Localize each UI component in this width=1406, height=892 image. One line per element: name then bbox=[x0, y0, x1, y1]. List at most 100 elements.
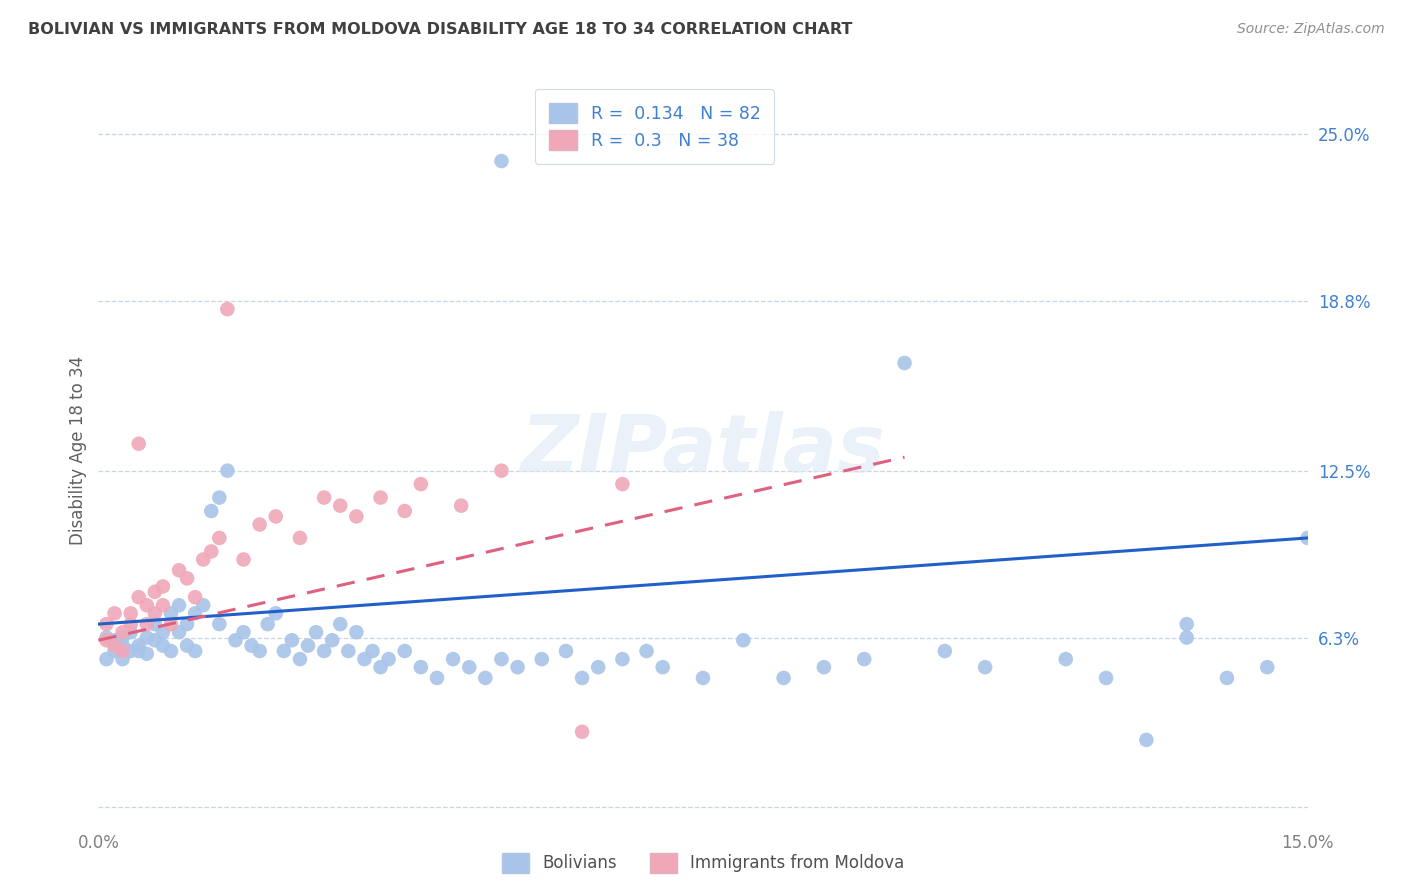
Point bbox=[167, 563, 190, 577]
Point bbox=[176, 571, 198, 585]
Point bbox=[264, 509, 287, 524]
Point bbox=[586, 660, 609, 674]
Point bbox=[193, 552, 215, 566]
Point bbox=[184, 644, 207, 658]
Point bbox=[264, 607, 287, 621]
Point bbox=[143, 607, 166, 621]
Point bbox=[1054, 652, 1077, 666]
Point bbox=[321, 633, 343, 648]
Point bbox=[1296, 531, 1319, 545]
Point bbox=[571, 671, 593, 685]
Point bbox=[217, 464, 239, 478]
Point bbox=[152, 639, 174, 653]
Point bbox=[111, 644, 134, 658]
Point bbox=[111, 652, 134, 666]
Point bbox=[1175, 617, 1198, 632]
Point bbox=[152, 625, 174, 640]
Point bbox=[1256, 660, 1278, 674]
Point bbox=[111, 639, 134, 653]
Point bbox=[208, 531, 231, 545]
Point bbox=[135, 631, 157, 645]
Point bbox=[1095, 671, 1118, 685]
Point bbox=[458, 660, 481, 674]
Point bbox=[184, 607, 207, 621]
Legend: Bolivians, Immigrants from Moldova: Bolivians, Immigrants from Moldova bbox=[495, 847, 911, 880]
Point bbox=[426, 671, 449, 685]
Point bbox=[120, 644, 142, 658]
Point bbox=[337, 644, 360, 658]
Point bbox=[394, 644, 416, 658]
Point bbox=[120, 607, 142, 621]
Point bbox=[853, 652, 876, 666]
Point bbox=[103, 644, 125, 658]
Point bbox=[288, 531, 311, 545]
Point bbox=[370, 660, 392, 674]
Point bbox=[305, 625, 328, 640]
Point bbox=[361, 644, 384, 658]
Point bbox=[96, 631, 118, 645]
Point bbox=[733, 633, 755, 648]
Point bbox=[491, 464, 513, 478]
Point bbox=[256, 617, 278, 632]
Point bbox=[314, 644, 336, 658]
Text: ZIPatlas: ZIPatlas bbox=[520, 411, 886, 490]
Point bbox=[1175, 631, 1198, 645]
Point bbox=[329, 617, 352, 632]
Point bbox=[96, 633, 118, 648]
Point bbox=[224, 633, 246, 648]
Point bbox=[409, 477, 432, 491]
Point bbox=[249, 644, 271, 658]
Point bbox=[160, 644, 183, 658]
Point bbox=[200, 504, 222, 518]
Point bbox=[394, 504, 416, 518]
Point bbox=[232, 625, 254, 640]
Point bbox=[160, 607, 183, 621]
Point bbox=[893, 356, 915, 370]
Point bbox=[636, 644, 658, 658]
Point bbox=[128, 639, 150, 653]
Point bbox=[96, 652, 118, 666]
Point bbox=[167, 625, 190, 640]
Point bbox=[474, 671, 496, 685]
Point bbox=[135, 617, 157, 632]
Point bbox=[152, 579, 174, 593]
Point bbox=[176, 639, 198, 653]
Point bbox=[329, 499, 352, 513]
Point bbox=[344, 625, 367, 640]
Point bbox=[571, 724, 593, 739]
Point bbox=[152, 599, 174, 613]
Point bbox=[217, 302, 239, 317]
Point bbox=[103, 639, 125, 653]
Point bbox=[281, 633, 304, 648]
Point bbox=[297, 639, 319, 653]
Point bbox=[176, 617, 198, 632]
Point bbox=[651, 660, 673, 674]
Point bbox=[612, 652, 634, 666]
Point bbox=[370, 491, 392, 505]
Point bbox=[612, 477, 634, 491]
Point bbox=[240, 639, 263, 653]
Point bbox=[530, 652, 553, 666]
Point bbox=[103, 607, 125, 621]
Point bbox=[1135, 732, 1157, 747]
Point bbox=[409, 660, 432, 674]
Point bbox=[135, 647, 157, 661]
Point bbox=[120, 617, 142, 632]
Y-axis label: Disability Age 18 to 34: Disability Age 18 to 34 bbox=[69, 356, 87, 545]
Point bbox=[314, 491, 336, 505]
Point bbox=[111, 631, 134, 645]
Point bbox=[974, 660, 997, 674]
Point bbox=[692, 671, 714, 685]
Point bbox=[506, 660, 529, 674]
Point bbox=[1216, 671, 1239, 685]
Point bbox=[193, 599, 215, 613]
Point bbox=[934, 644, 956, 658]
Point bbox=[353, 652, 375, 666]
Point bbox=[555, 644, 578, 658]
Point bbox=[249, 517, 271, 532]
Point bbox=[128, 436, 150, 450]
Point bbox=[111, 625, 134, 640]
Point bbox=[143, 633, 166, 648]
Point bbox=[160, 617, 183, 632]
Legend: R =  0.134   N = 82, R =  0.3   N = 38: R = 0.134 N = 82, R = 0.3 N = 38 bbox=[534, 89, 775, 164]
